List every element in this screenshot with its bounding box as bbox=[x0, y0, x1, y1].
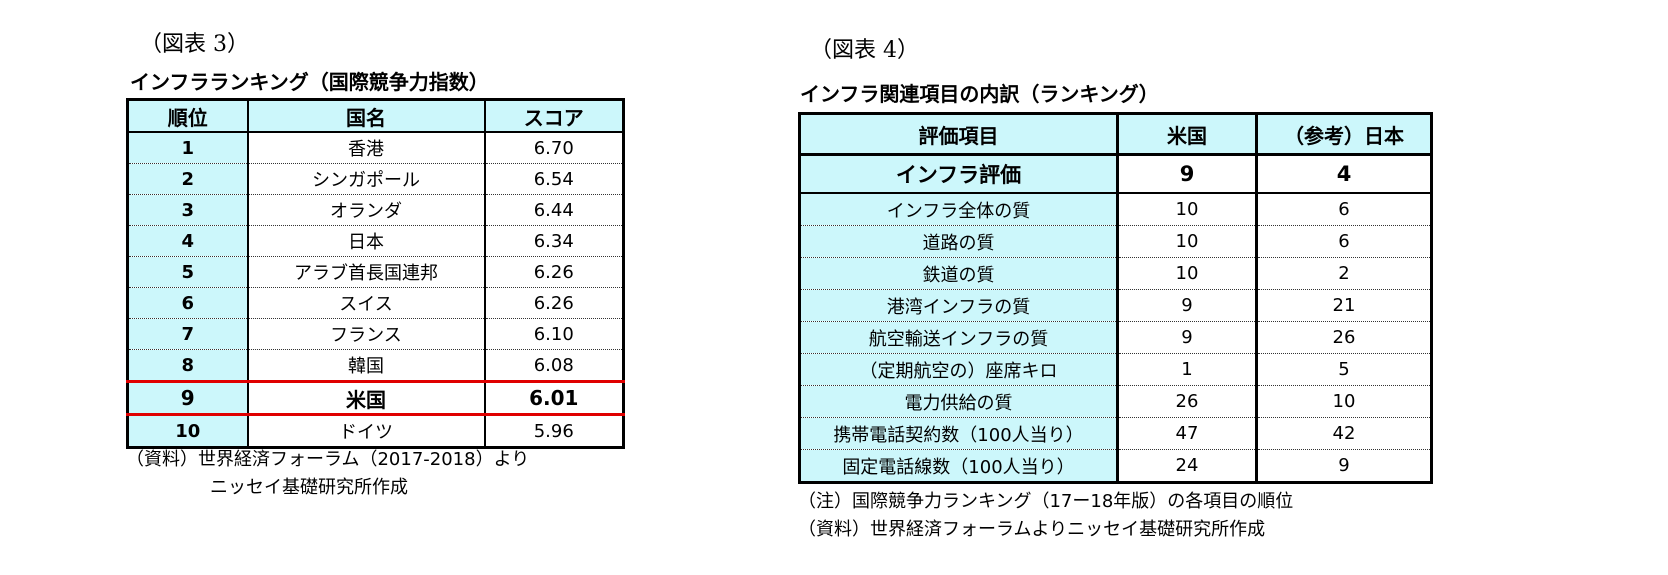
item-cell: 道路の質 bbox=[799, 225, 1118, 258]
rank-cell: 2 bbox=[127, 163, 248, 195]
table-row: 6 スイス 6.26 bbox=[127, 287, 624, 319]
item-cell: 携帯電話契約数（100人当り） bbox=[799, 417, 1118, 450]
table-row: 港湾インフラの質 9 21 bbox=[799, 289, 1432, 322]
rank-cell: 10 bbox=[127, 414, 248, 448]
score-cell: 6.34 bbox=[483, 225, 624, 257]
country-cell: 日本 bbox=[246, 225, 485, 257]
table-row: 5 アラブ首長国連邦 6.26 bbox=[127, 256, 624, 288]
figure-4-caption: （図表 4） bbox=[810, 38, 919, 63]
figure-3-source-line2: ニッセイ基礎研究所作成 bbox=[210, 477, 408, 498]
score-cell: 6.26 bbox=[483, 287, 624, 319]
us-cell: 10 bbox=[1116, 257, 1257, 290]
us-cell: 47 bbox=[1116, 417, 1257, 450]
item-cell: 鉄道の質 bbox=[799, 257, 1118, 290]
jp-cell: 10 bbox=[1255, 385, 1432, 418]
country-cell: ドイツ bbox=[246, 414, 485, 448]
score-cell: 6.44 bbox=[483, 194, 624, 226]
rank-cell: 6 bbox=[127, 287, 248, 319]
country-cell: スイス bbox=[246, 287, 485, 319]
rank-cell: 5 bbox=[127, 256, 248, 288]
table-row: 10 ドイツ 5.96 bbox=[127, 414, 624, 448]
us-cell: 26 bbox=[1116, 385, 1257, 418]
figure-4-source: （資料）世界経済フォーラムよりニッセイ基礎研究所作成 bbox=[798, 519, 1266, 540]
rank-cell: 1 bbox=[127, 132, 248, 164]
rank-cell: 3 bbox=[127, 194, 248, 226]
figure-3-title: インフラランキング（国際競争力指数） bbox=[130, 70, 489, 94]
jp-cell: 9 bbox=[1255, 449, 1432, 483]
rank-cell: 4 bbox=[127, 225, 248, 257]
table-row: 電力供給の質 26 10 bbox=[799, 385, 1432, 418]
table-row: 鉄道の質 10 2 bbox=[799, 257, 1432, 290]
us-cell: 1 bbox=[1116, 353, 1257, 386]
country-cell: 米国 bbox=[246, 380, 485, 416]
jp-cell: 5 bbox=[1255, 353, 1432, 386]
infrastructure-ranking-table: 順位 国名 スコア 1 香港 6.70 2 シンガポール 6.54 3 オランダ 6.44 … bbox=[126, 98, 625, 449]
item-cell: （定期航空の）座席キロ bbox=[799, 353, 1118, 386]
country-cell: 香港 bbox=[246, 132, 485, 164]
table-row: 2 シンガポール 6.54 bbox=[127, 163, 624, 195]
table-row: 1 香港 6.70 bbox=[127, 132, 624, 164]
us-cell: 24 bbox=[1116, 449, 1257, 483]
rank-cell: 7 bbox=[127, 318, 248, 350]
table-header-row: 評価項目 米国 （参考）日本 bbox=[799, 113, 1432, 156]
table-row: 3 オランダ 6.44 bbox=[127, 194, 624, 226]
country-cell: 韓国 bbox=[246, 349, 485, 382]
item-cell: 港湾インフラの質 bbox=[799, 289, 1118, 322]
table-row: インフラ全体の質 10 6 bbox=[799, 193, 1432, 226]
infrastructure-items-table: 評価項目 米国 （参考）日本 インフラ評価 9 4 インフラ全体の質 10 6 道路の質… bbox=[798, 112, 1433, 484]
score-cell: 6.26 bbox=[483, 256, 624, 288]
rank-cell: 8 bbox=[127, 349, 248, 382]
country-cell: シンガポール bbox=[246, 163, 485, 195]
item-cell: 固定電話線数（100人当り） bbox=[799, 449, 1118, 483]
table-header-row: 順位 国名 スコア bbox=[127, 99, 624, 133]
figure-3-caption: （図表 3） bbox=[140, 32, 249, 57]
item-cell: インフラ評価 bbox=[799, 154, 1118, 194]
us-cell: 9 bbox=[1116, 154, 1257, 194]
score-cell: 5.96 bbox=[483, 414, 624, 448]
country-cell: アラブ首長国連邦 bbox=[246, 256, 485, 288]
item-cell: インフラ全体の質 bbox=[799, 193, 1118, 226]
header-item: 評価項目 bbox=[799, 113, 1118, 156]
us-cell: 10 bbox=[1116, 225, 1257, 258]
figure-3-source-line1: （資料）世界経済フォーラム（2017-2018）より bbox=[126, 449, 530, 470]
header-rank: 順位 bbox=[127, 99, 248, 133]
table-row: 8 韓国 6.08 bbox=[127, 349, 624, 382]
jp-cell: 26 bbox=[1255, 321, 1432, 354]
table-row: 道路の質 10 6 bbox=[799, 225, 1432, 258]
jp-cell: 2 bbox=[1255, 257, 1432, 290]
jp-cell: 6 bbox=[1255, 225, 1432, 258]
table-row: （定期航空の）座席キロ 1 5 bbox=[799, 353, 1432, 386]
table-row-highlighted: 9 米国 6.01 bbox=[127, 380, 624, 416]
header-us: 米国 bbox=[1116, 113, 1257, 156]
score-cell: 6.54 bbox=[483, 163, 624, 195]
jp-cell: 6 bbox=[1255, 193, 1432, 226]
us-cell: 9 bbox=[1116, 321, 1257, 354]
score-cell: 6.01 bbox=[483, 380, 624, 416]
table-row: 7 フランス 6.10 bbox=[127, 318, 624, 350]
figure-4-title: インフラ関連項目の内訳（ランキング） bbox=[800, 82, 1159, 106]
us-cell: 10 bbox=[1116, 193, 1257, 226]
jp-cell: 4 bbox=[1255, 154, 1432, 194]
table-row-overall: インフラ評価 9 4 bbox=[799, 154, 1432, 194]
table-row: 4 日本 6.34 bbox=[127, 225, 624, 257]
header-country: 国名 bbox=[246, 99, 485, 133]
score-cell: 6.08 bbox=[483, 349, 624, 382]
item-cell: 航空輸送インフラの質 bbox=[799, 321, 1118, 354]
header-score: スコア bbox=[483, 99, 624, 133]
score-cell: 6.70 bbox=[483, 132, 624, 164]
table-row: 固定電話線数（100人当り） 24 9 bbox=[799, 449, 1432, 483]
country-cell: オランダ bbox=[246, 194, 485, 226]
figure-4-note: （注）国際競争力ランキング（17ー18年版）の各項目の順位 bbox=[798, 491, 1294, 512]
jp-cell: 42 bbox=[1255, 417, 1432, 450]
table-row: 携帯電話契約数（100人当り） 47 42 bbox=[799, 417, 1432, 450]
table-row: 航空輸送インフラの質 9 26 bbox=[799, 321, 1432, 354]
jp-cell: 21 bbox=[1255, 289, 1432, 322]
header-japan: （参考）日本 bbox=[1255, 113, 1432, 156]
us-cell: 9 bbox=[1116, 289, 1257, 322]
item-cell: 電力供給の質 bbox=[799, 385, 1118, 418]
rank-cell: 9 bbox=[127, 380, 248, 416]
score-cell: 6.10 bbox=[483, 318, 624, 350]
country-cell: フランス bbox=[246, 318, 485, 350]
